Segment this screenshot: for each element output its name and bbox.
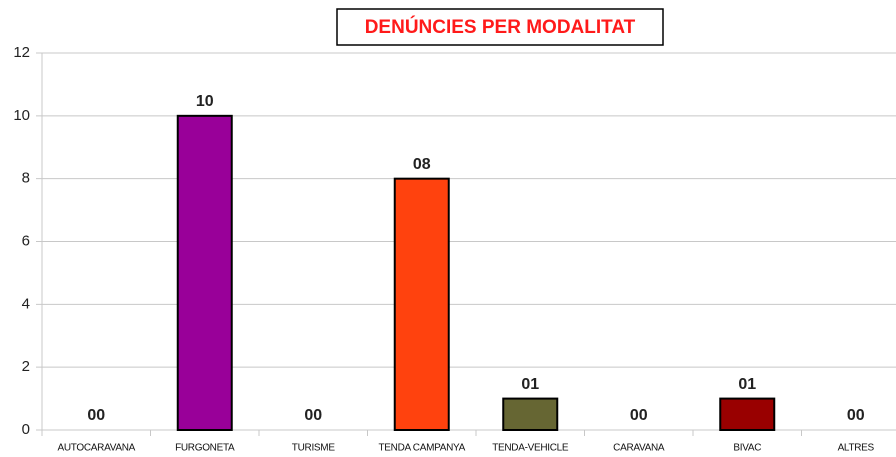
bar (502, 397, 559, 432)
x-tick-label: AUTOCARAVANA (57, 443, 135, 454)
y-tick-label: 6 (22, 232, 30, 249)
value-label: 00 (87, 407, 105, 424)
x-tick-label: ALTRES (838, 443, 875, 454)
bar (393, 177, 450, 431)
x-tick-label: CARAVANA (613, 443, 665, 454)
chart-title: DENÚNCIES PER MODALITAT (365, 16, 636, 38)
x-tick-label: TENDA CAMPANYA (378, 443, 465, 454)
x-tick-label: TENDA-VEHICLE (492, 443, 569, 454)
x-tick-label: BIVAC (733, 443, 761, 454)
y-tick-label: 10 (13, 107, 30, 124)
x-tick-label: FURGONETA (175, 443, 235, 454)
value-label: 00 (630, 407, 648, 424)
value-label: 00 (847, 407, 865, 424)
value-label: 08 (413, 156, 431, 173)
value-label: 00 (304, 407, 322, 424)
bar (719, 397, 776, 432)
y-tick-label: 4 (22, 295, 30, 312)
value-label: 10 (196, 93, 214, 110)
value-label: 01 (738, 376, 756, 393)
value-label: 01 (521, 376, 539, 393)
y-tick-label: 2 (22, 358, 30, 375)
bar (176, 114, 233, 431)
title-box (336, 8, 664, 46)
x-tick-label: TURISME (292, 443, 336, 454)
y-tick-label: 12 (13, 44, 30, 61)
y-tick-label: 8 (22, 170, 30, 187)
y-tick-label: 0 (22, 421, 30, 438)
